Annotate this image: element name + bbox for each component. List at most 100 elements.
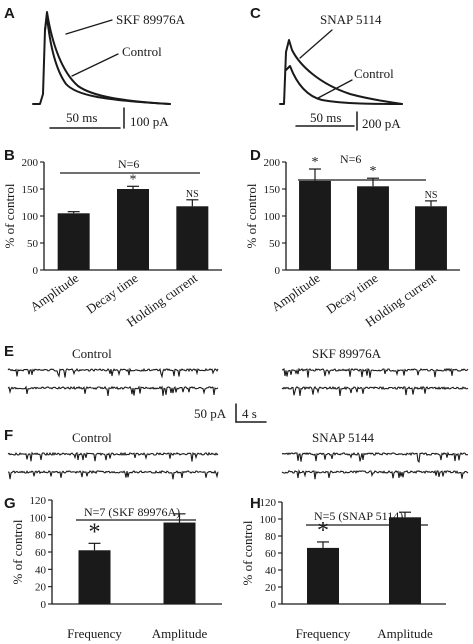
- chart-h-bar: [389, 517, 421, 604]
- trace-e-drug-2: [281, 385, 469, 396]
- chart-h-y-tick-label: 40: [265, 565, 277, 577]
- chart-g-n-label: N=7 (SKF 89976A): [84, 505, 180, 519]
- chart-b-y-label: % of control: [2, 183, 17, 248]
- panel-letter-f: F: [4, 427, 13, 444]
- chart-d-y-tick-label: 50: [269, 238, 281, 250]
- panel-c-label-drug: SNAP 5114: [320, 12, 382, 27]
- chart-h-y-tick-label: 0: [271, 599, 277, 611]
- panel-c-label-control: Control: [354, 66, 394, 81]
- panel-letter-h: H: [250, 495, 261, 512]
- trace-f-control-2: [7, 469, 219, 480]
- chart-h: H 0 20 40 60 80 100 120 % of control N=5 (SNAP 51…: [240, 495, 446, 641]
- chart-h-category-label: Frequency: [296, 626, 351, 641]
- chart-d-bar: [415, 206, 447, 270]
- panel-e-left-label: Control: [72, 346, 112, 361]
- chart-h-bar: [307, 547, 339, 604]
- chart-d-y-tick-label: 0: [275, 265, 281, 277]
- chart-h-y-tick-label: 20: [265, 582, 277, 594]
- chart-h-mark: *: [317, 518, 329, 544]
- chart-d-mark: *: [370, 164, 377, 179]
- panel-c-control-trace: [285, 65, 403, 105]
- chart-g-y-tick-label: 20: [35, 582, 47, 594]
- chart-b-y-tick-label: 0: [33, 265, 39, 277]
- chart-b-bar: [57, 213, 90, 270]
- panel-a-scale-time-label: 50 ms: [66, 110, 97, 125]
- chart-d-bar: [357, 186, 389, 270]
- panel-letter-e: E: [4, 343, 14, 360]
- panel-c-label-line-control: [317, 79, 353, 99]
- chart-b-y-tick-label: 100: [22, 211, 39, 223]
- chart-g-bar: [78, 550, 111, 604]
- chart-g: G 0 20 40 60 80 100 120 % of control N=7 (SKF 899…: [4, 495, 222, 641]
- chart-b-y-tick-label: 200: [22, 157, 39, 169]
- chart-d-mark: *: [312, 155, 319, 170]
- chart-h-y-tick-label: 80: [265, 531, 277, 543]
- trace-e-drug-1: [281, 367, 469, 378]
- chart-h-y-label: % of control: [240, 520, 255, 585]
- trace-f-drug-2: [281, 469, 469, 480]
- panel-letter-d: D: [250, 147, 261, 164]
- panel-letter-c: C: [250, 5, 261, 22]
- chart-g-y-label: % of control: [10, 519, 25, 584]
- panel-c-scale-current-label: 200 pA: [362, 116, 401, 131]
- chart-b-bar: [117, 189, 149, 270]
- chart-d-y-tick-label: 150: [264, 184, 281, 196]
- chart-h-n-label: N=5 (SNAP 5114): [314, 509, 403, 523]
- chart-g-y-tick-label: 100: [30, 512, 47, 524]
- chart-g-category-label: Frequency: [67, 626, 122, 641]
- chart-d-y-label: % of control: [244, 183, 259, 248]
- chart-g-y-tick-label: 40: [35, 564, 47, 576]
- chart-g-y-tick-label: 120: [30, 495, 47, 507]
- chart-b-y-tick-label: 150: [22, 184, 39, 196]
- chart-b-category-label: Decay time: [83, 270, 141, 317]
- panel-e-right-label: SKF 89976A: [312, 346, 382, 361]
- panel-c-traces: [279, 29, 403, 131]
- chart-g-bar: [163, 522, 196, 604]
- spontaneous-traces: [7, 367, 469, 480]
- panel-a-label-line-control: [71, 53, 119, 77]
- panel-a-label-drug: SKF 89976A: [116, 12, 186, 27]
- chart-g-category-label: Amplitude: [152, 626, 208, 641]
- chart-h-category-label: Amplitude: [377, 626, 433, 641]
- panel-letter-b: B: [4, 147, 15, 164]
- panel-a-label-line-skf: [65, 19, 113, 35]
- trace-scale-time-label: 4 s: [242, 406, 257, 421]
- trace-f-control-1: [7, 451, 219, 462]
- panel-a-label-control: Control: [122, 44, 162, 59]
- chart-b-y-tick-label: 50: [27, 238, 39, 250]
- chart-g-y-tick-label: 80: [35, 530, 47, 542]
- panel-letter-g: G: [4, 495, 16, 512]
- trace-scale-current-label: 50 pA: [194, 406, 227, 421]
- panel-f-left-label: Control: [72, 430, 112, 445]
- chart-b-mark: *: [130, 172, 137, 187]
- chart-d-y-tick-label: 200: [264, 157, 281, 169]
- panel-c-label-line-snap: [299, 29, 333, 59]
- trace-e-control-1: [7, 367, 219, 379]
- chart-b-n-label: N=6: [118, 157, 139, 171]
- panel-a-traces: [32, 11, 171, 129]
- panel-f-right-label: SNAP 5144: [312, 430, 375, 445]
- trace-f-drug-1: [281, 451, 468, 464]
- panel-c-scale-time-label: 50 ms: [310, 110, 341, 125]
- chart-h-y-tick-label: 120: [260, 497, 277, 509]
- chart-d-y-tick-label: 100: [264, 211, 281, 223]
- chart-d-bar: [299, 180, 331, 270]
- trace-e-control-2: [7, 385, 219, 396]
- trace-scale-bar: [235, 403, 267, 423]
- chart-g-y-tick-label: 60: [35, 547, 47, 559]
- chart-g-y-tick-label: 0: [41, 599, 47, 611]
- chart-b-bar: [176, 206, 209, 270]
- chart-d-n-label: N=6: [340, 152, 361, 166]
- panel-a-scale-current-label: 100 pA: [130, 114, 169, 129]
- chart-h-y-tick-label: 60: [265, 548, 277, 560]
- panel-a-control-trace: [44, 15, 171, 105]
- chart-d-mark: NS: [425, 190, 438, 201]
- chart-g-mark: *: [89, 519, 101, 545]
- chart-h-y-tick-label: 100: [260, 514, 277, 526]
- chart-b-mark: NS: [186, 189, 199, 200]
- panel-letter-a: A: [4, 5, 15, 22]
